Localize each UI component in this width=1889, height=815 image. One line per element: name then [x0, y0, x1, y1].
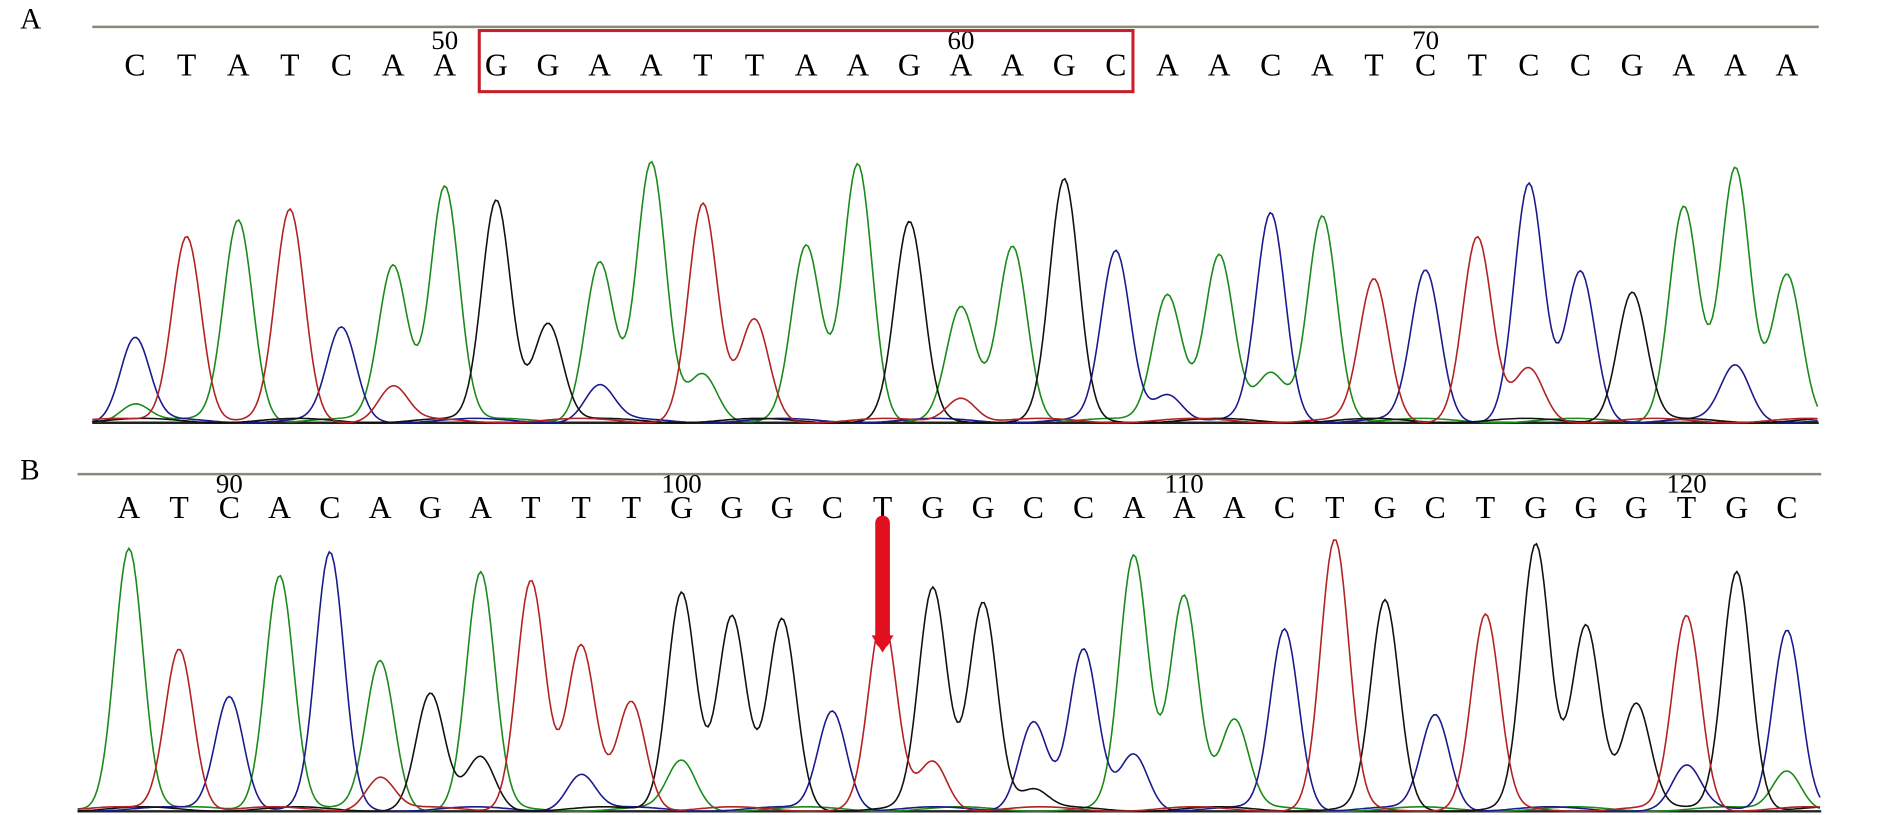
base-call: G — [1725, 490, 1748, 525]
base-call: C — [319, 490, 340, 525]
trace-G — [77, 542, 1821, 813]
base-call: C — [1776, 490, 1797, 525]
base-call: A — [1001, 48, 1024, 83]
trace-T — [77, 539, 1821, 813]
base-call: G — [1575, 490, 1598, 525]
base-call: A — [268, 490, 291, 525]
position-number: 90 — [216, 468, 243, 498]
base-call: A — [1173, 490, 1196, 525]
base-call: G — [771, 490, 794, 525]
base-call: A — [117, 490, 140, 525]
base-call: T — [1677, 490, 1696, 525]
base-call: G — [670, 490, 693, 525]
trace-A — [92, 160, 1819, 424]
base-call: A — [950, 48, 973, 83]
base-call: T — [622, 490, 641, 525]
base-call: T — [571, 490, 590, 525]
trace-T — [92, 201, 1818, 424]
base-call: C — [1274, 490, 1295, 525]
base-call: A — [433, 48, 456, 83]
position-number: 100 — [661, 468, 701, 498]
base-call: G — [1374, 490, 1397, 525]
trace-C — [92, 181, 1818, 424]
base-call: G — [898, 48, 921, 83]
base-call: C — [1023, 490, 1044, 525]
base-call: A — [588, 48, 611, 83]
base-call: T — [1325, 490, 1344, 525]
base-call: A — [795, 48, 818, 83]
base-call: A — [1672, 48, 1695, 83]
base-call: G — [1524, 490, 1547, 525]
base-call: G — [1625, 490, 1648, 525]
base-call: G — [720, 490, 743, 525]
base-call: C — [1105, 48, 1126, 83]
base-call: T — [873, 490, 892, 525]
trace-G — [92, 177, 1818, 424]
position-number: 70 — [1412, 25, 1439, 55]
panel-label: A — [20, 4, 41, 36]
base-call: A — [1156, 48, 1179, 83]
base-call: A — [227, 48, 250, 83]
base-call: G — [537, 48, 560, 83]
base-call: T — [177, 48, 196, 83]
base-call: G — [485, 48, 508, 83]
base-call: C — [1570, 48, 1591, 83]
base-call: G — [921, 490, 944, 525]
base-call: C — [1518, 48, 1539, 83]
base-call: A — [1311, 48, 1334, 83]
base-call: A — [382, 48, 405, 83]
base-call: T — [280, 48, 299, 83]
base-call: C — [331, 48, 352, 83]
base-call: G — [1621, 48, 1644, 83]
base-call: T — [1476, 490, 1495, 525]
base-call: A — [1208, 48, 1231, 83]
base-call: T — [1364, 48, 1383, 83]
base-call: A — [1122, 490, 1145, 525]
position-number: 120 — [1666, 468, 1706, 498]
base-call: C — [124, 48, 145, 83]
mutation-arrow-head — [871, 635, 894, 653]
base-call: A — [640, 48, 663, 83]
base-call: C — [1415, 48, 1436, 83]
base-call: T — [1468, 48, 1487, 83]
base-call: G — [419, 490, 442, 525]
base-call: A — [1724, 48, 1747, 83]
base-call: A — [1223, 490, 1246, 525]
base-call: C — [1425, 490, 1446, 525]
position-number: 110 — [1164, 468, 1203, 498]
panel-label: B — [20, 455, 40, 487]
position-number: 50 — [431, 25, 458, 55]
base-call: C — [822, 490, 843, 525]
base-call: C — [1073, 490, 1094, 525]
base-call: C — [1260, 48, 1281, 83]
highlight-box — [477, 29, 1135, 94]
base-call: T — [745, 48, 764, 83]
base-call: A — [469, 490, 492, 525]
base-call: A — [846, 48, 869, 83]
base-call: T — [169, 490, 188, 525]
base-call: A — [369, 490, 392, 525]
base-call: T — [693, 48, 712, 83]
base-call: G — [972, 490, 995, 525]
base-call: T — [521, 490, 540, 525]
base-call: G — [1053, 48, 1076, 83]
base-call: C — [219, 490, 240, 525]
base-call: A — [1776, 48, 1799, 83]
